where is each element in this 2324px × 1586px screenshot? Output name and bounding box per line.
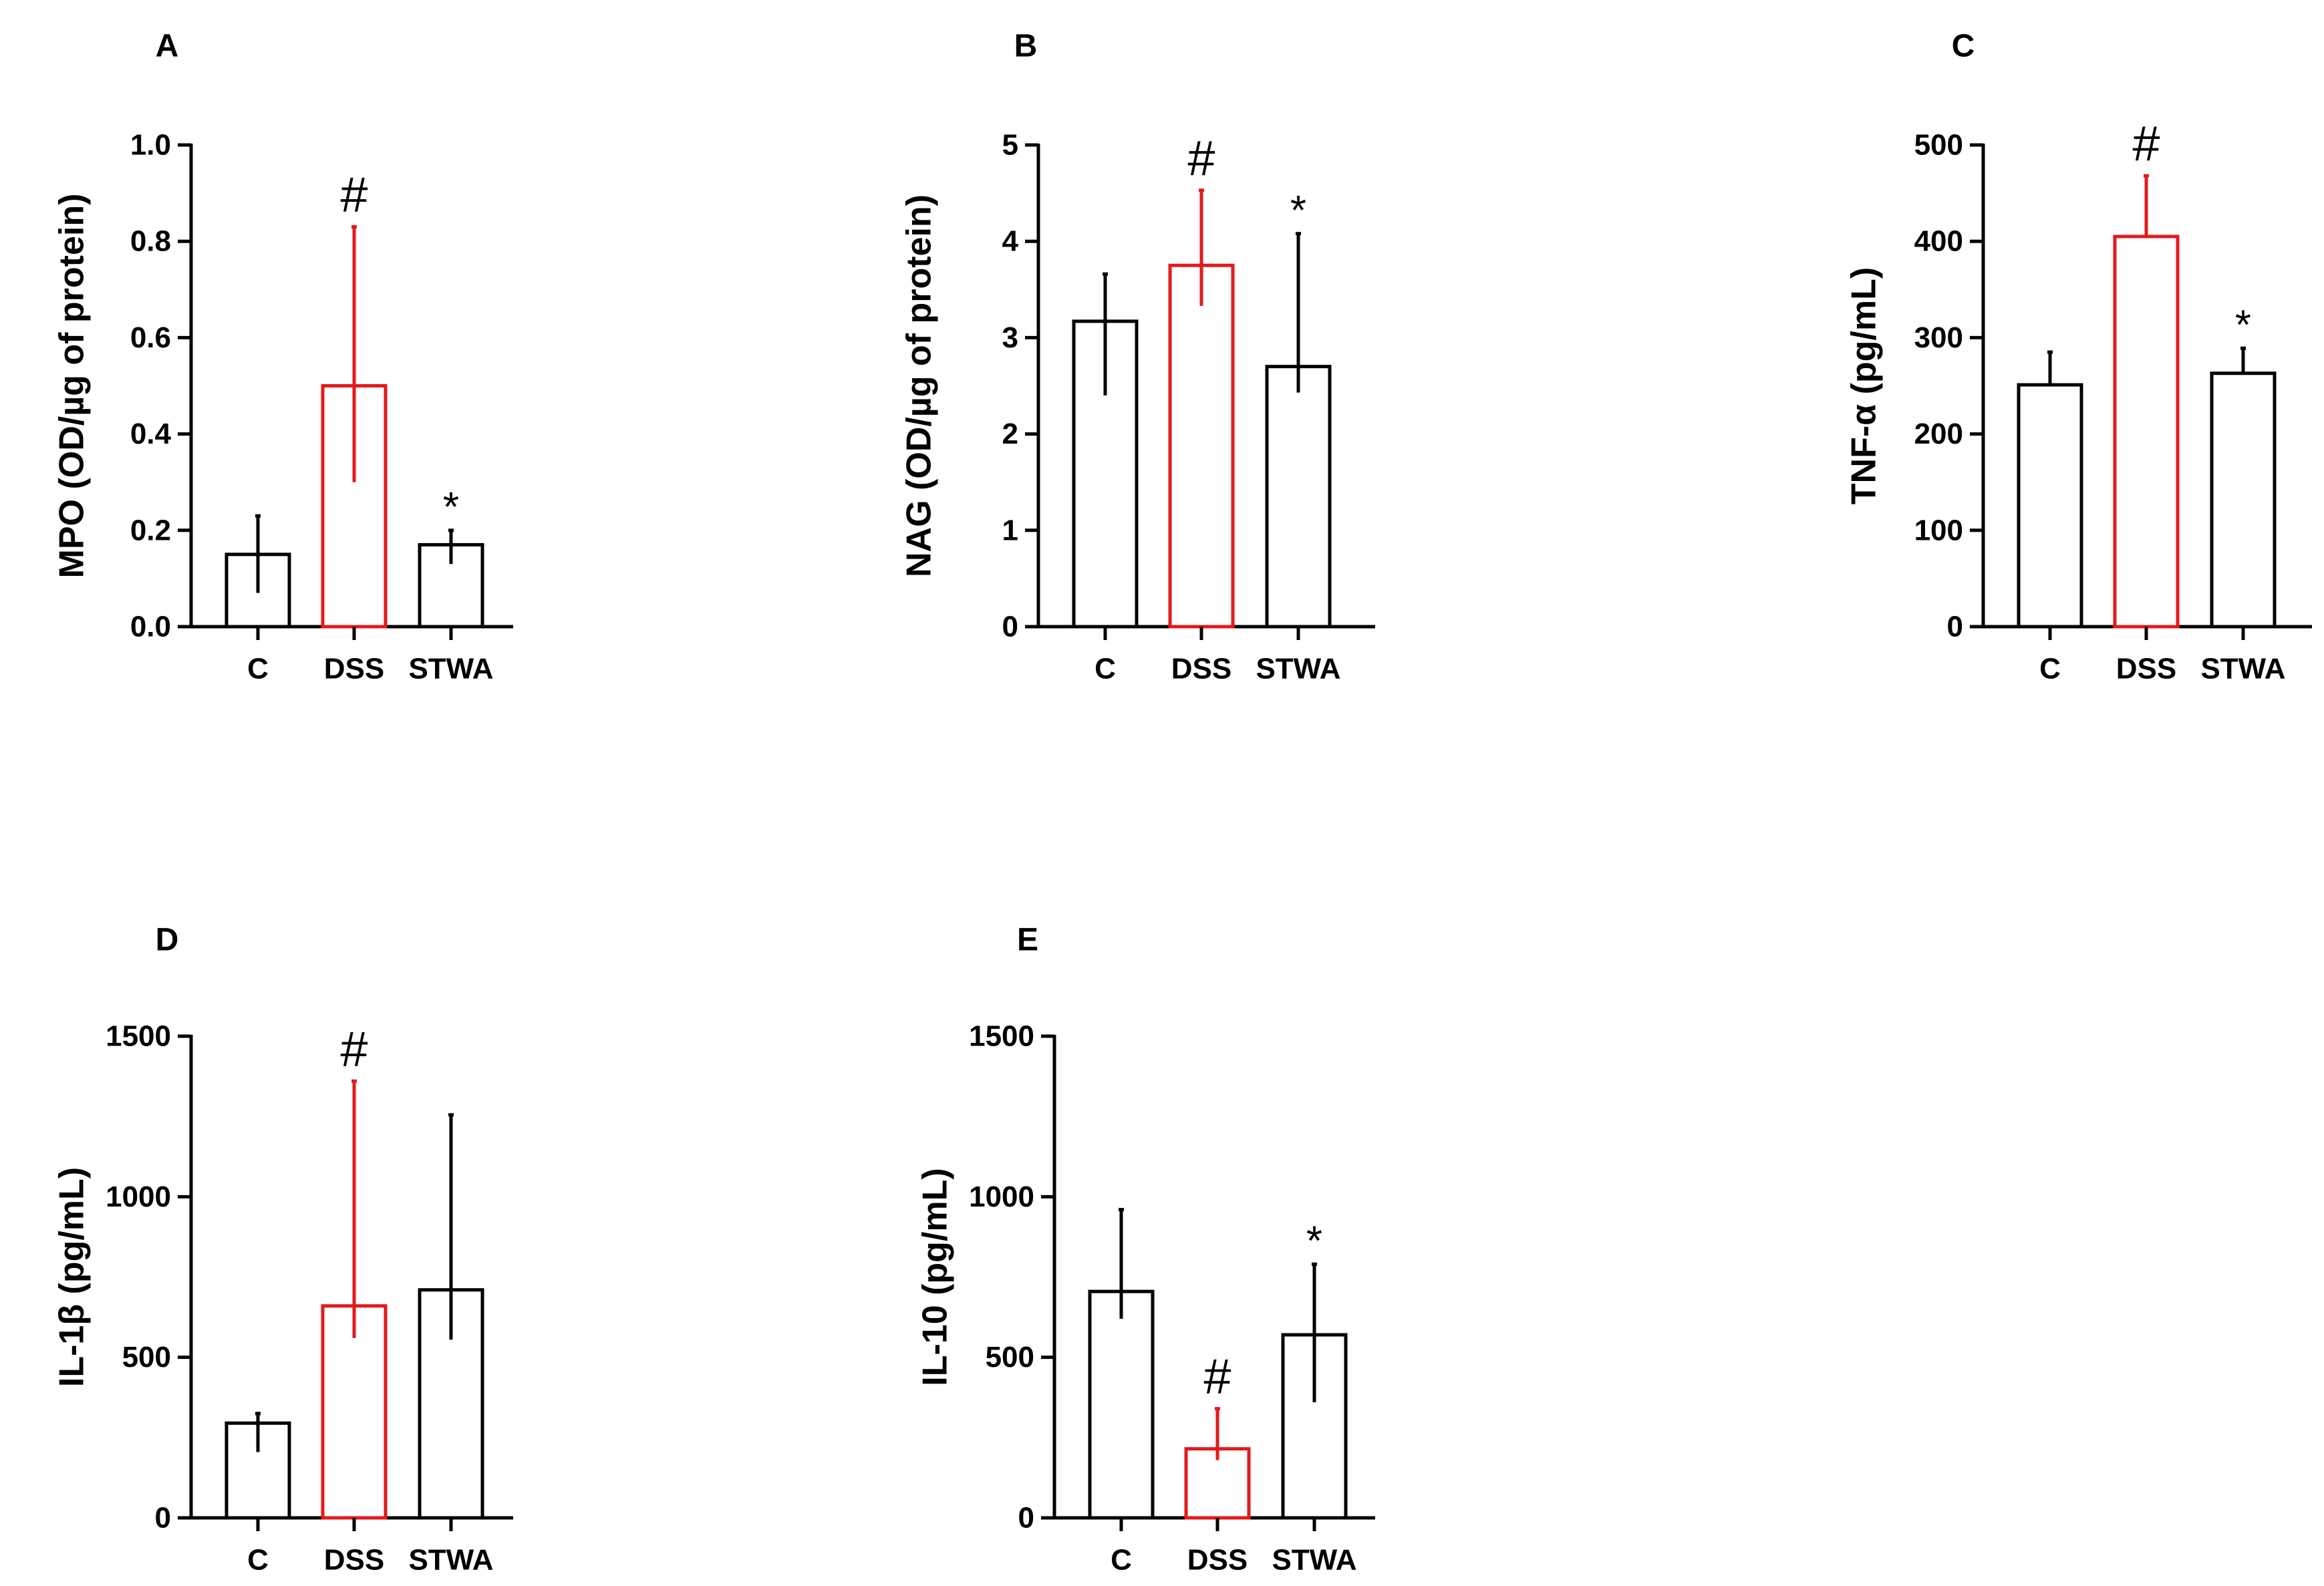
- y-tick-label-c: 300: [1914, 321, 1963, 354]
- significance-marker-d-dss: #: [340, 1021, 368, 1077]
- y-tick-label-d: 1000: [106, 1180, 171, 1213]
- y-tick-label-e: 1500: [969, 1020, 1034, 1053]
- y-axis-label-e: IL-10 (pg/mL): [916, 1168, 955, 1386]
- bar-b-dss: [1168, 263, 1235, 629]
- bar-c-c: [2017, 383, 2083, 629]
- y-tick-label-c: 400: [1914, 225, 1963, 258]
- y-tick-label-b: 1: [1002, 514, 1018, 546]
- x-tick-label-c-stwa: STWA: [2200, 653, 2285, 685]
- x-tick-label-d-c: C: [247, 1544, 269, 1577]
- bar-e-c: [1088, 1289, 1155, 1520]
- panel-letter-e: E: [1017, 923, 1038, 958]
- y-tick-label-d: 0: [155, 1502, 171, 1535]
- x-tick-label-c-c: C: [2039, 653, 2061, 685]
- panel-e: E 0 500 1000 1500 IL-10 (pg/mL) C DSS # STWA *: [916, 923, 1375, 1577]
- y-tick-label-c: 500: [1914, 129, 1963, 162]
- y-tick-label-b: 5: [1002, 129, 1018, 162]
- y-tick-label-e: 0: [1018, 1502, 1034, 1535]
- significance-marker-a-dss: #: [340, 167, 368, 222]
- y-tick-label-a: 0.6: [130, 321, 171, 354]
- y-tick-label-a: 0.0: [130, 611, 171, 643]
- x-tick-label-d-dss: DSS: [324, 1544, 384, 1577]
- significance-marker-c-stwa: *: [2235, 303, 2251, 349]
- panel-a: A 0.0 0.2 0.4 0.6 0.8 1.0 MPO (OD/µg of protein…: [53, 29, 513, 685]
- x-tick-label-e-dss: DSS: [1187, 1544, 1248, 1577]
- y-tick-label-a: 1.0: [130, 129, 171, 162]
- panel-letter-d: D: [156, 923, 179, 958]
- y-tick-label-b: 4: [1002, 225, 1019, 258]
- bar-c-dss: [2113, 234, 2180, 629]
- x-tick-label-b-stwa: STWA: [1256, 653, 1340, 685]
- significance-marker-a-stwa: *: [443, 484, 459, 530]
- y-tick-label-a: 0.4: [130, 418, 172, 450]
- y-axis-label-b: NAG (OD/µg of protein): [900, 194, 939, 577]
- panel-letter-a: A: [156, 29, 179, 64]
- significance-marker-e-stwa: *: [1306, 1219, 1322, 1265]
- y-tick-label-b: 3: [1002, 321, 1018, 354]
- y-tick-label-e: 500: [986, 1341, 1034, 1374]
- significance-marker-b-dss: #: [1187, 130, 1215, 186]
- x-tick-label-a-stwa: STWA: [408, 653, 493, 685]
- y-tick-label-c: 100: [1914, 514, 1963, 546]
- x-tick-label-e-c: C: [1111, 1544, 1132, 1577]
- y-tick-label-d: 1500: [106, 1020, 171, 1053]
- panel-b: B 0 1 2 3 4 5 NAG (OD/µg of protein) C DSS # STWA *: [900, 29, 1375, 685]
- y-axis-label-d: IL-1β (pg/mL): [53, 1167, 92, 1387]
- panel-letter-c: C: [1952, 29, 1975, 64]
- x-tick-label-c-dss: DSS: [2116, 653, 2176, 685]
- panel-letter-b: B: [1014, 29, 1038, 64]
- y-axis-label-a: MPO (OD/µg of protein): [53, 194, 92, 579]
- y-tick-label-b: 0: [1002, 611, 1018, 643]
- y-axis-label-c: TNF-α (pg/mL): [1845, 267, 1884, 504]
- significance-marker-b-stwa: *: [1290, 188, 1306, 234]
- bar-c-stwa: [2210, 371, 2277, 629]
- x-tick-label-b-c: C: [1095, 653, 1116, 685]
- x-tick-label-a-dss: DSS: [324, 653, 384, 685]
- y-tick-label-c: 0: [1947, 611, 1963, 643]
- y-tick-label-d: 500: [122, 1341, 171, 1374]
- bar-b-stwa: [1265, 365, 1332, 629]
- x-tick-label-e-stwa: STWA: [1272, 1544, 1356, 1577]
- y-tick-label-c: 200: [1914, 418, 1963, 450]
- x-tick-label-b-dss: DSS: [1171, 653, 1231, 685]
- x-tick-label-a-c: C: [247, 653, 269, 685]
- panel-d: D 0 500 1000 1500 IL-1β (pg/mL) C DSS # STWA: [53, 923, 513, 1577]
- y-tick-label-a: 0.8: [130, 225, 171, 258]
- y-tick-label-a: 0.2: [130, 514, 171, 546]
- y-tick-label-b: 2: [1002, 418, 1018, 450]
- panel-c: C 0 100 200 300 400 500 TNF-α (pg/mL) C DSS # STWA *: [1845, 29, 2312, 685]
- significance-marker-c-dss: #: [2132, 116, 2160, 172]
- y-tick-label-e: 1000: [969, 1180, 1034, 1213]
- x-tick-label-d-stwa: STWA: [408, 1544, 493, 1577]
- significance-marker-e-dss: #: [1203, 1349, 1231, 1404]
